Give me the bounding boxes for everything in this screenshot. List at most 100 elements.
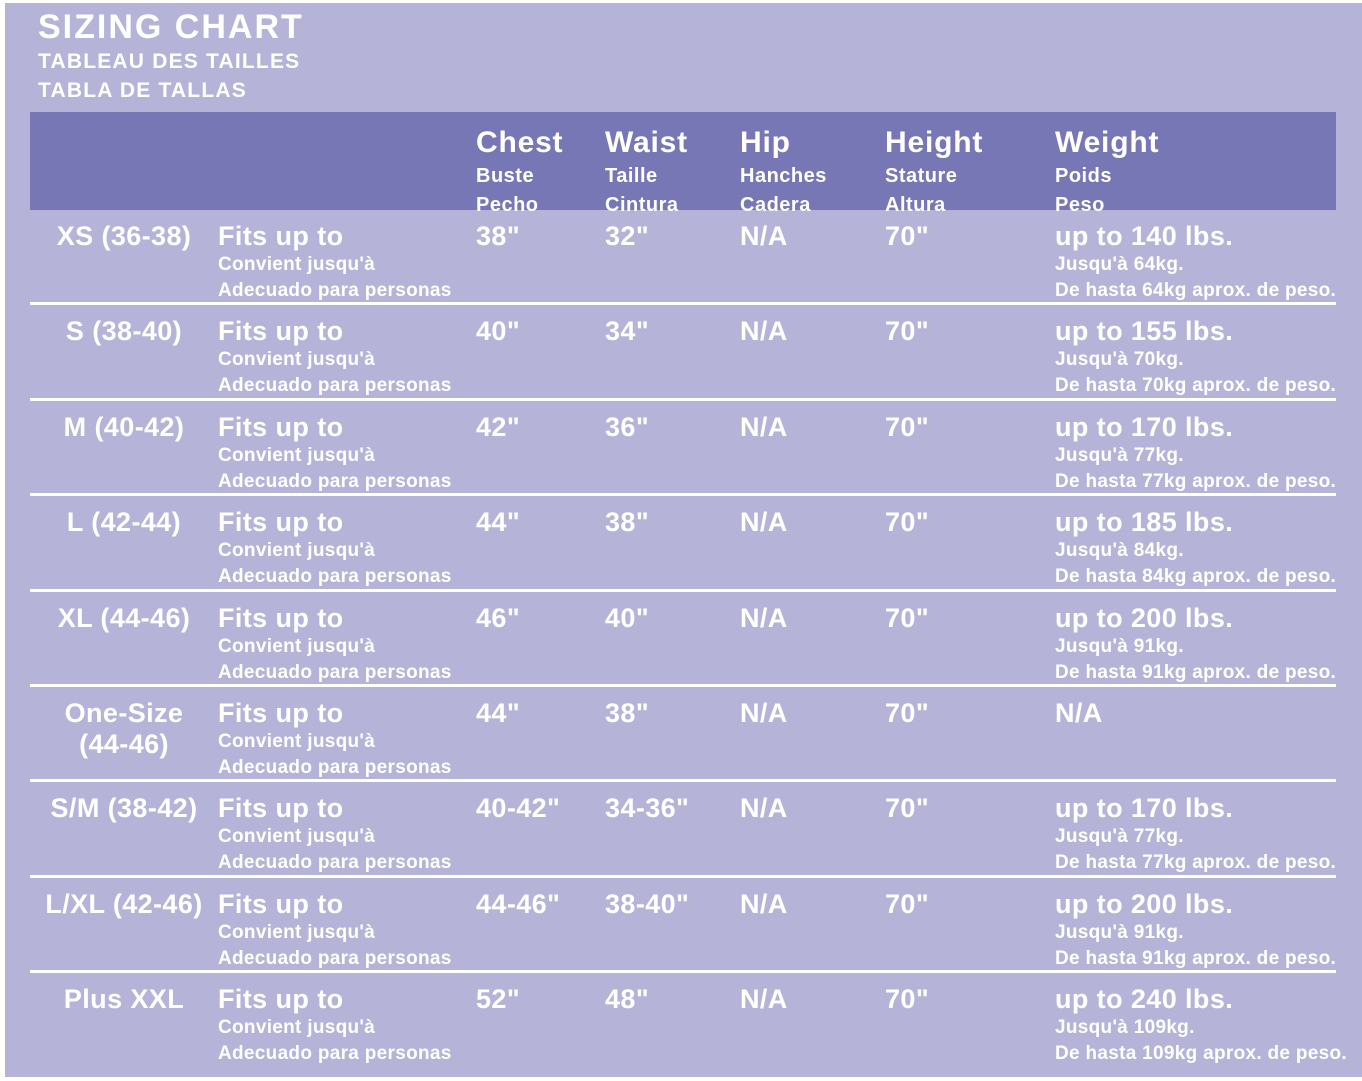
fits-cell: Fits up to Convient jusqu'à Adecuado par… — [218, 316, 476, 399]
column-label: Height — [885, 126, 984, 159]
weight-cell: up to 185 lbs. Jusqu'à 84kg. De hasta 84… — [1055, 507, 1336, 590]
fits-label-fr: Convient jusqu'à — [218, 826, 376, 848]
waist-value: 38-40" — [605, 888, 690, 919]
hip-value: N/A — [740, 697, 788, 728]
height-value: 70" — [885, 411, 930, 442]
fits-cell: Fits up to Convient jusqu'à Adecuado par… — [218, 412, 476, 495]
column-header-hip: Hip Hanches Cadera — [740, 124, 885, 220]
fits-label-fr: Convient jusqu'à — [218, 254, 376, 275]
fits-label-es: Adecuado para personas — [218, 947, 452, 969]
height-value: 70" — [885, 602, 930, 633]
table-row-plus-xxl: Plus XXL Fits up to Convient jusqu'à Ade… — [30, 973, 1347, 1077]
table-row-xl: XL (44-46) Fits up to Convient jusqu'à A… — [30, 592, 1336, 687]
size-label: L/XL (42-46) — [45, 888, 203, 919]
weight-value: up to 170 lbs. — [1055, 411, 1234, 442]
fits-label-fr: Convient jusqu'à — [218, 540, 376, 562]
waist-value: 34-36" — [605, 793, 690, 824]
fits-label-es: Adecuado para personas — [218, 756, 452, 778]
chest-value: 44-46" — [476, 888, 561, 919]
column-label-es: Cadera — [740, 194, 811, 216]
table-row-m: M (40-42) Fits up to Convient jusqu'à Ad… — [30, 401, 1336, 497]
waist-value: 34" — [605, 316, 650, 347]
fits-cell: Fits up to Convient jusqu'à Adecuado par… — [218, 984, 476, 1077]
weight-value: N/A — [1055, 697, 1103, 728]
column-label-es: Peso — [1055, 194, 1105, 216]
waist-value: 32" — [605, 221, 650, 251]
column-label-fr: Taille — [605, 165, 658, 187]
fits-label-en: Fits up to — [218, 602, 344, 633]
size-label: XS (36-38) — [56, 221, 192, 251]
fits-label-es: Adecuado para personas — [218, 1043, 452, 1065]
column-label-es: Cintura — [605, 194, 679, 216]
chest-value: 44" — [476, 697, 521, 728]
hip-value: N/A — [740, 984, 788, 1015]
fits-label-en: Fits up to — [218, 411, 344, 442]
fits-label-fr: Convient jusqu'à — [218, 349, 376, 371]
hip-value: N/A — [740, 316, 788, 347]
weight-value-fr: Jusqu'à 109kg. — [1055, 1017, 1195, 1039]
weight-cell: up to 200 lbs. Jusqu'à 91kg. De hasta 91… — [1055, 889, 1336, 972]
height-value: 70" — [885, 697, 930, 728]
weight-cell: up to 140 lbs. Jusqu'à 64kg. De hasta 64… — [1055, 221, 1336, 304]
fits-label-en: Fits up to — [218, 697, 344, 728]
column-label: Hip — [740, 126, 791, 159]
table-row-lxl: L/XL (42-46) Fits up to Convient jusqu'à… — [30, 878, 1336, 974]
size-label: S/M (38-42) — [50, 793, 198, 824]
size-label: L (42-44) — [66, 507, 182, 538]
fits-cell: Fits up to Convient jusqu'à Adecuado par… — [218, 221, 476, 304]
size-label-line2: (44-46) — [79, 728, 169, 759]
table-row-s: S (38-40) Fits up to Convient jusqu'à Ad… — [30, 305, 1336, 401]
fits-label-fr: Convient jusqu'à — [218, 444, 376, 466]
sizing-table: Chest Buste Pecho Waist Taille Cintura H… — [30, 112, 1347, 1077]
waist-value: 38" — [605, 507, 650, 538]
weight-value-es: De hasta 91kg aprox. de peso. — [1055, 661, 1337, 683]
size-label: One-Size (44-46) — [30, 698, 218, 781]
fits-label-en: Fits up to — [218, 221, 344, 251]
column-label: Weight — [1055, 126, 1160, 159]
fits-label-en: Fits up to — [218, 984, 344, 1015]
fits-cell: Fits up to Convient jusqu'à Adecuado par… — [218, 698, 476, 781]
chest-value: 40" — [476, 316, 521, 347]
waist-value: 48" — [605, 984, 650, 1015]
fits-label-es: Adecuado para personas — [218, 566, 452, 588]
background-panel: SIZING CHART TABLEAU DES TAILLES TABLA D… — [5, 3, 1362, 1077]
table-body: XS (36-38) Fits up to Convient jusqu'à A… — [30, 210, 1347, 1077]
weight-value: up to 200 lbs. — [1055, 602, 1234, 633]
column-label-es: Altura — [885, 194, 946, 216]
weight-cell: up to 170 lbs. Jusqu'à 77kg. De hasta 77… — [1055, 412, 1336, 495]
chest-value: 40-42" — [476, 793, 561, 824]
size-label: S (38-40) — [65, 316, 183, 347]
chest-value: 38" — [476, 221, 521, 251]
column-label-fr: Poids — [1055, 165, 1112, 187]
weight-value-fr: Jusqu'à 64kg. — [1055, 254, 1184, 275]
hip-value: N/A — [740, 411, 788, 442]
waist-value: 36" — [605, 411, 650, 442]
table-row-l: L (42-44) Fits up to Convient jusqu'à Ad… — [30, 496, 1336, 592]
waist-value: 38" — [605, 697, 650, 728]
chest-value: 44" — [476, 507, 521, 538]
weight-value-es: De hasta 84kg aprox. de peso. — [1055, 566, 1337, 588]
table-row-xs: XS (36-38) Fits up to Convient jusqu'à A… — [30, 210, 1336, 306]
height-value: 70" — [885, 316, 930, 347]
fits-label-es: Adecuado para personas — [218, 852, 452, 874]
chest-value: 46" — [476, 602, 521, 633]
fits-cell: Fits up to Convient jusqu'à Adecuado par… — [218, 793, 476, 876]
table-row-sm: S/M (38-42) Fits up to Convient jusqu'à … — [30, 782, 1336, 878]
size-label: Plus XXL — [63, 984, 185, 1015]
fits-cell: Fits up to Convient jusqu'à Adecuado par… — [218, 603, 476, 686]
weight-value-fr: Jusqu'à 91kg. — [1055, 921, 1184, 943]
weight-cell: up to 240 lbs. Jusqu'à 109kg. De hasta 1… — [1055, 984, 1347, 1077]
column-label: Waist — [605, 126, 688, 159]
height-value: 70" — [885, 888, 930, 919]
height-value: 70" — [885, 793, 930, 824]
weight-value: up to 140 lbs. — [1055, 221, 1234, 251]
page-title-es: TABLA DE TALLAS — [38, 79, 247, 102]
fits-label-fr: Convient jusqu'à — [218, 635, 376, 657]
header-spacer-size — [30, 124, 218, 220]
hip-value: N/A — [740, 602, 788, 633]
fits-label-es: Adecuado para personas — [218, 661, 452, 683]
hip-value: N/A — [740, 793, 788, 824]
fits-label-en: Fits up to — [218, 316, 344, 347]
title-block: SIZING CHART TABLEAU DES TAILLES TABLA D… — [38, 7, 304, 105]
